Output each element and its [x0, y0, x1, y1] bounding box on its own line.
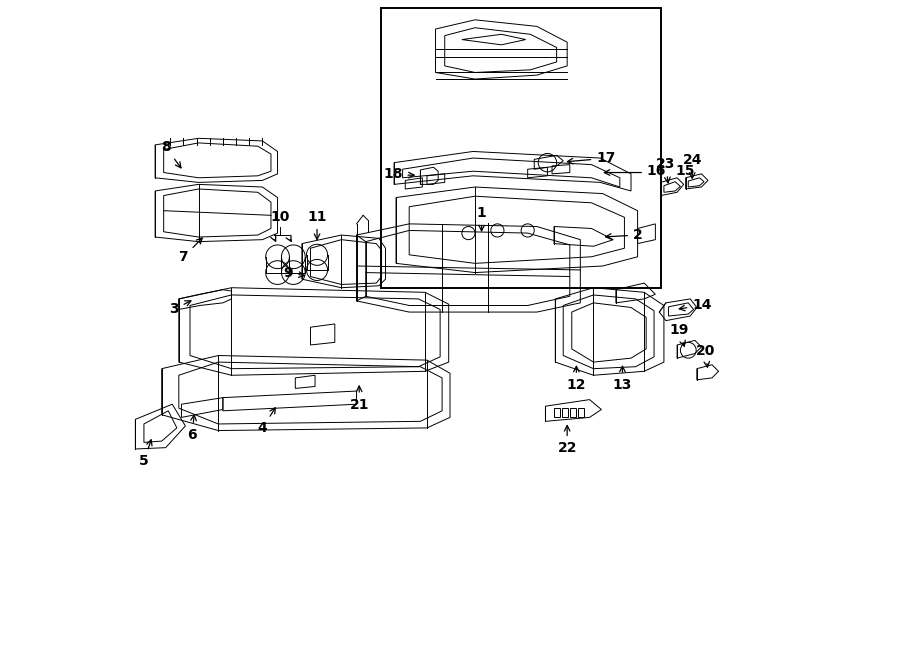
Text: 7: 7	[178, 238, 202, 264]
Text: 6: 6	[187, 415, 197, 442]
Text: 15: 15	[675, 164, 695, 178]
Text: 10: 10	[271, 210, 290, 224]
Text: 4: 4	[257, 408, 275, 436]
Text: 24: 24	[682, 153, 702, 178]
Text: 23: 23	[656, 157, 676, 183]
Text: 9: 9	[284, 266, 304, 280]
Text: 5: 5	[140, 440, 152, 468]
Text: 20: 20	[696, 344, 716, 367]
Text: 21: 21	[349, 386, 369, 412]
Text: 2: 2	[606, 228, 643, 242]
Text: 11: 11	[307, 210, 327, 239]
Text: 12: 12	[567, 366, 586, 392]
Text: 19: 19	[670, 323, 688, 346]
Text: 13: 13	[613, 366, 632, 392]
Text: 1: 1	[477, 206, 487, 231]
Text: 3: 3	[169, 301, 191, 317]
Text: 8: 8	[161, 140, 181, 168]
Bar	[381, 8, 661, 288]
Text: 14: 14	[680, 299, 712, 313]
Text: 22: 22	[557, 426, 577, 455]
Text: 17: 17	[596, 151, 616, 165]
Text: 18: 18	[383, 167, 402, 181]
Text: 16: 16	[646, 164, 665, 178]
